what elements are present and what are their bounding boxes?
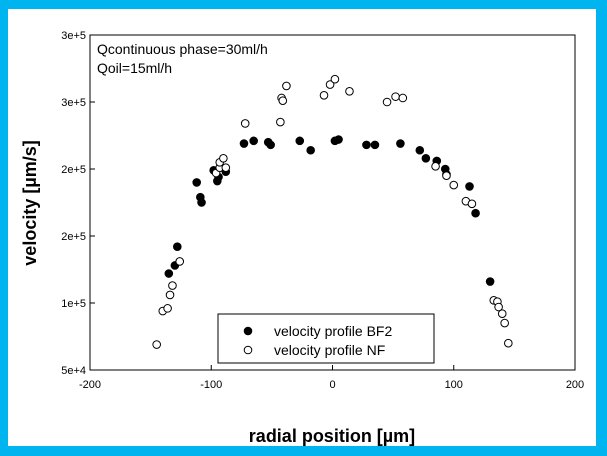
- point-nf: [276, 117, 285, 127]
- y-tick-label: 1e+5: [61, 298, 86, 310]
- point-nf: [175, 257, 185, 266]
- point-nf: [330, 74, 340, 84]
- legend-box: [217, 313, 435, 364]
- point-bf2: [173, 242, 182, 252]
- point-bf2: [197, 198, 206, 207]
- x-tick-label: 0: [329, 379, 335, 391]
- point-bf2: [396, 139, 405, 148]
- point-nf: [500, 318, 509, 328]
- x-tick-label: 200: [566, 379, 584, 391]
- point-nf: [165, 290, 175, 300]
- point-nf: [168, 281, 177, 290]
- point-bf2: [266, 140, 275, 150]
- scatter-chart: -200 -100 0 100 200 5e+4 1e+5 2e+5 2e+5 3e+5 3e+5…: [20, 30, 584, 446]
- point-bf2: [421, 153, 431, 163]
- y-tick-label: 3e+5: [61, 30, 86, 42]
- point-bf2: [192, 178, 201, 187]
- point-nf: [398, 93, 408, 103]
- point-nf: [345, 86, 354, 96]
- point-nf: [319, 91, 329, 100]
- point-nf: [467, 199, 477, 209]
- point-nf: [494, 302, 503, 312]
- x-axis-title: radial position [µm]: [249, 426, 415, 446]
- y-tick-label: 2e+5: [61, 231, 86, 243]
- point-nf: [240, 119, 250, 128]
- point-bf2: [415, 145, 425, 155]
- point-nf: [221, 163, 231, 172]
- point-bf2: [164, 269, 174, 278]
- legend: velocity profile BF2 velocity profile NF: [217, 313, 435, 364]
- x-tick-label: -100: [200, 379, 222, 391]
- chart-panel: -200 -100 0 100 200 5e+4 1e+5 2e+5 2e+5 3e+5 3e+5…: [8, 9, 596, 446]
- data-points: [152, 74, 513, 349]
- y-tick-label: 5e+4: [61, 365, 86, 377]
- point-bf2: [295, 136, 305, 146]
- point-bf2: [485, 277, 495, 286]
- point-nf: [449, 180, 459, 190]
- legend-label-bf2: velocity profile BF2: [274, 323, 392, 339]
- point-bf2: [471, 208, 480, 218]
- point-bf2: [249, 136, 258, 146]
- x-tick-label: 100: [445, 379, 463, 391]
- y-axis-ticks: 5e+4 1e+5 2e+5 2e+5 3e+5 3e+5: [61, 30, 95, 377]
- point-nf: [497, 309, 507, 319]
- point-bf2: [334, 135, 343, 144]
- point-nf: [504, 338, 513, 348]
- y-tick-label: 2e+5: [61, 164, 86, 176]
- x-axis-ticks: -200 -100 0 100 200: [79, 365, 584, 391]
- point-nf: [431, 162, 440, 171]
- point-nf: [442, 171, 451, 180]
- point-nf: [163, 304, 172, 313]
- legend-label-nf: velocity profile NF: [274, 342, 385, 358]
- point-nf: [282, 81, 291, 91]
- point-bf2: [362, 140, 371, 150]
- y-axis-title: velocity [µm/s]: [20, 140, 40, 265]
- annotation-line-1: Qcontinuous phase=30ml/h: [97, 41, 268, 57]
- point-nf: [219, 153, 228, 163]
- legend-marker-nf: [243, 345, 253, 355]
- y-tick-label: 3e+5: [61, 97, 86, 109]
- point-bf2: [306, 145, 315, 155]
- annotation-line-2: Qoil=15ml/h: [97, 60, 172, 76]
- x-tick-label: -200: [79, 379, 101, 391]
- point-bf2: [239, 139, 249, 148]
- point-nf: [382, 97, 392, 107]
- point-bf2: [465, 182, 474, 191]
- legend-marker-bf2: [243, 326, 253, 336]
- point-nf: [325, 80, 335, 89]
- point-nf: [391, 92, 400, 101]
- point-bf2: [370, 140, 380, 150]
- point-nf: [152, 340, 161, 349]
- point-nf: [278, 96, 288, 105]
